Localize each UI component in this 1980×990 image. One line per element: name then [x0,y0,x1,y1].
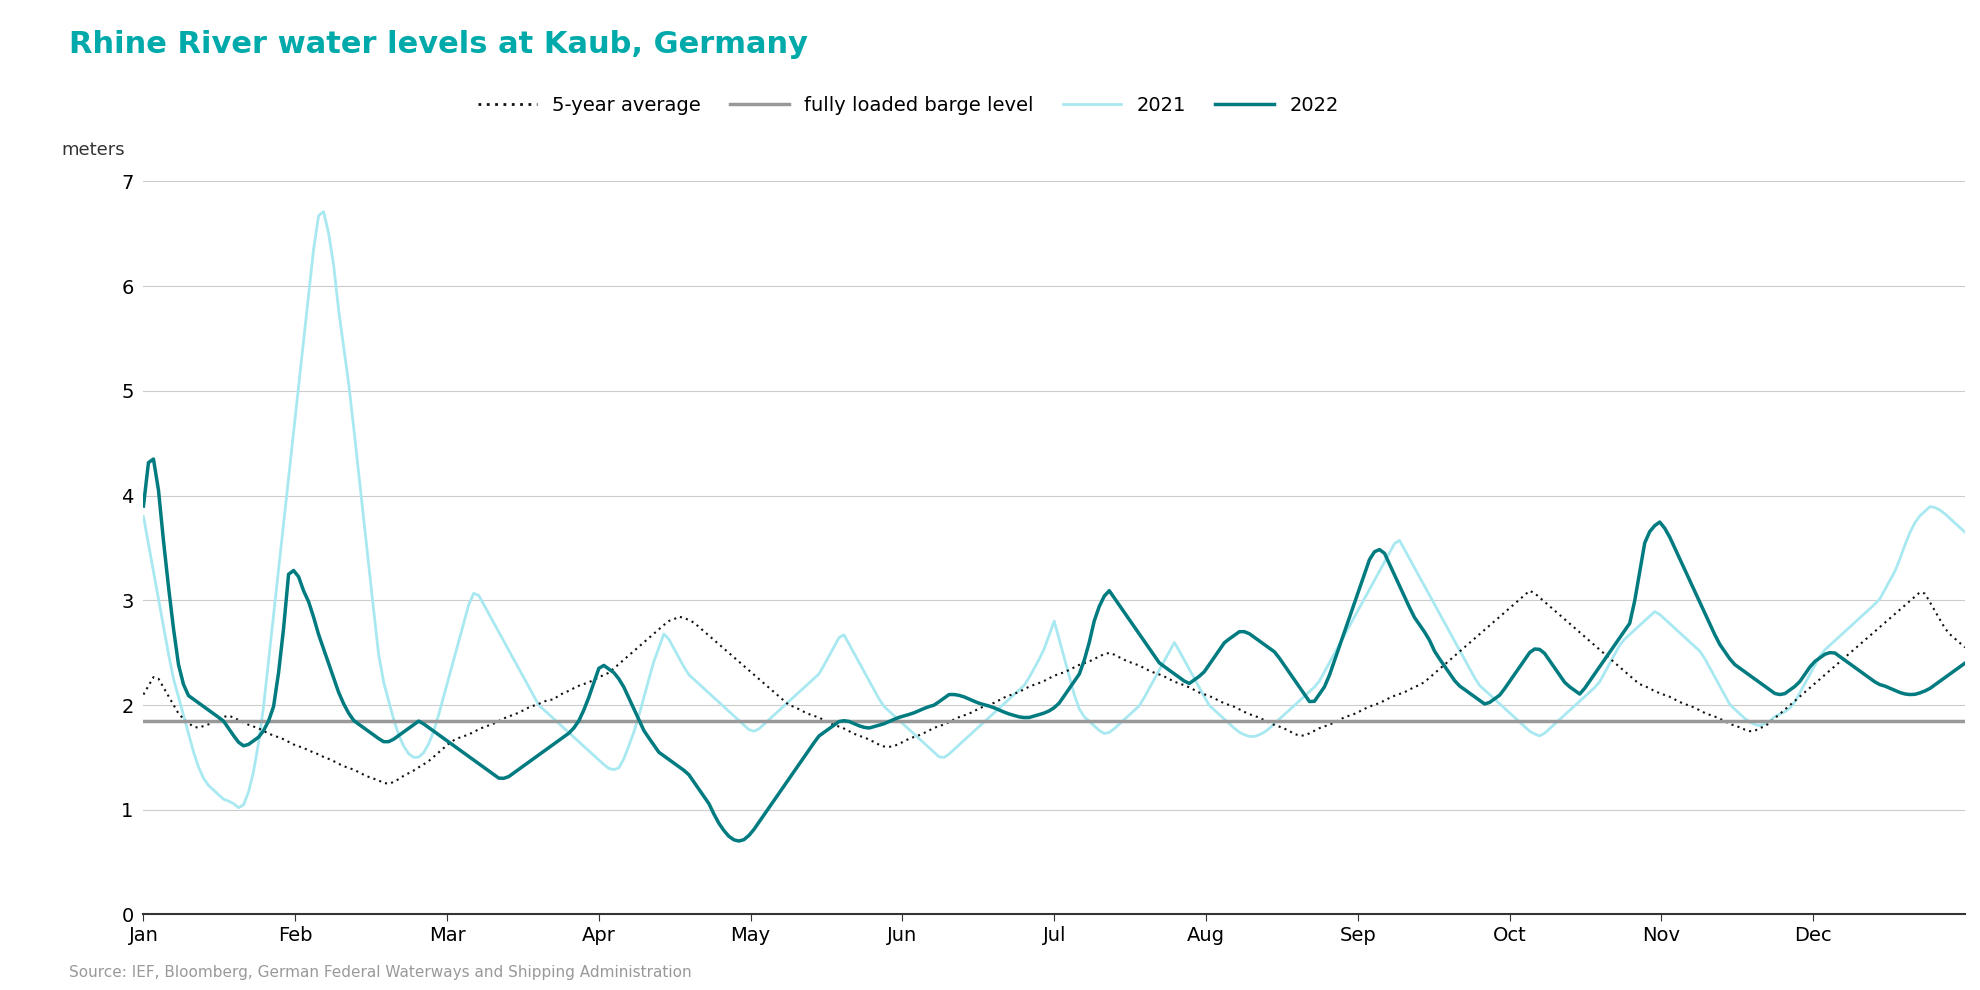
Legend: 5-year average, fully loaded barge level, 2021, 2022: 5-year average, fully loaded barge level… [471,88,1346,123]
Text: meters: meters [61,142,125,159]
Text: Rhine River water levels at Kaub, Germany: Rhine River water levels at Kaub, German… [69,30,808,58]
Text: Source: IEF, Bloomberg, German Federal Waterways and Shipping Administration: Source: IEF, Bloomberg, German Federal W… [69,965,691,980]
